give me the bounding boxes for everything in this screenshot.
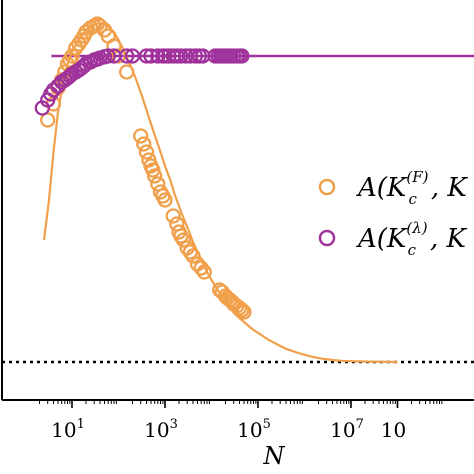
data-point: [196, 264, 212, 280]
legend: A(K(F) c, K A(K(λ) c, K: [318, 168, 468, 259]
plot-area: [2, 16, 474, 364]
x-axis-ticks: 101 103 105 107 10: [38, 400, 443, 442]
data-point: [147, 168, 163, 184]
data-point: [150, 48, 166, 64]
data-point: [175, 232, 192, 248]
data-point: [185, 248, 201, 264]
x-tick-label: 107: [330, 417, 364, 442]
data-point: [136, 136, 152, 152]
series-0-markers: [40, 16, 252, 320]
data-point: [138, 48, 155, 64]
fit-curve: [42, 22, 398, 364]
data-point: [234, 48, 250, 64]
legend-label-0: A(K(F) c, K: [356, 168, 468, 208]
data-point: [157, 192, 173, 208]
x-tick-label: 103: [144, 417, 178, 442]
data-point: [236, 304, 252, 320]
data-point: [92, 18, 108, 34]
legend-marker-1: [318, 229, 336, 247]
x-tick-label: 10: [381, 418, 406, 442]
x-tick-label: 105: [237, 417, 271, 442]
data-point: [40, 112, 56, 128]
data-point: [165, 208, 181, 224]
data-point: [100, 48, 116, 64]
legend-label-1: A(K(λ) c, K: [356, 219, 467, 259]
x-axis-label: N: [263, 442, 286, 470]
data-point: [173, 48, 189, 64]
data-point: [133, 128, 149, 144]
data-point: [138, 144, 155, 160]
data-point: [45, 82, 62, 98]
data-point: [64, 48, 80, 64]
data-point: [234, 302, 250, 318]
data-point: [119, 64, 135, 80]
legend-marker-0: [318, 178, 336, 196]
series-1-markers: [34, 48, 250, 116]
x-tick-label: 101: [51, 417, 85, 442]
data-point: [119, 48, 135, 64]
data-point: [231, 300, 248, 316]
data-point: [193, 260, 209, 276]
plot-content: [2, 16, 474, 364]
